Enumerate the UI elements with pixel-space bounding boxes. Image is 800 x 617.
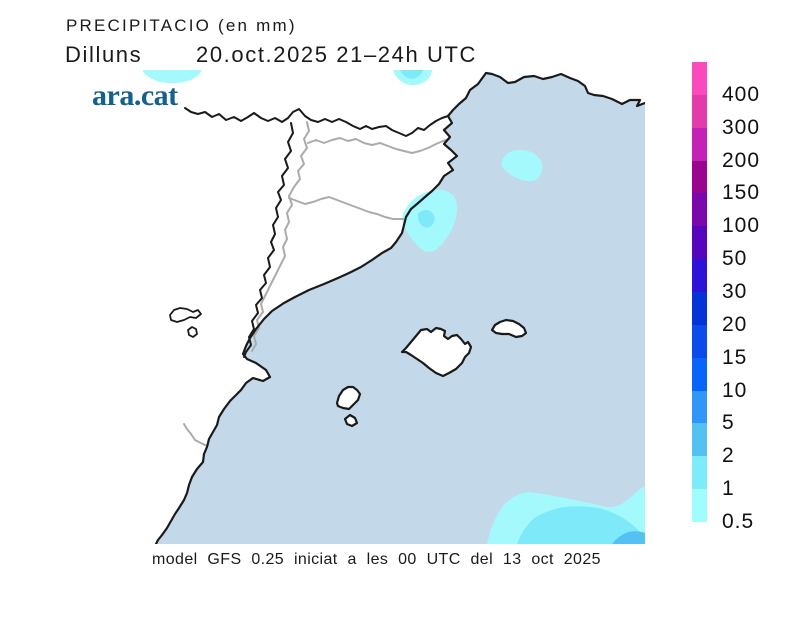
brand-logo: ara.cat	[92, 79, 178, 112]
colorbar-segment	[692, 259, 707, 293]
title-datetime: 20.oct.2025 21–24h UTC	[196, 42, 478, 67]
colorbar-segment	[692, 160, 707, 194]
colorbar-label: 150	[722, 181, 761, 205]
colorbar-segment	[692, 390, 707, 424]
island-mallorca	[400, 326, 473, 378]
colorbar-label: 10	[722, 378, 748, 402]
inland-water-outline-small	[187, 326, 198, 338]
colorbar-label: 100	[722, 214, 761, 238]
country-borders	[184, 107, 449, 358]
colorbar-label: 400	[722, 82, 761, 106]
colorbar-label: 0.5	[722, 510, 755, 533]
precip-patch-top-center-core	[400, 70, 423, 79]
sea-area	[156, 73, 645, 544]
island-menorca	[490, 318, 528, 339]
colorbar-segment	[692, 423, 707, 457]
title-day: Dilluns	[65, 42, 143, 67]
precip-patch-bottom-right-heavy	[612, 531, 645, 544]
colorbar-segment	[692, 357, 707, 391]
colorbar-segment	[692, 489, 707, 523]
precip-patch-coast-core	[417, 210, 435, 228]
precip-patch-bottom-right-mid	[517, 506, 645, 544]
island-eivissa	[335, 385, 362, 411]
colorbar-label: 1	[722, 477, 735, 501]
colorbar-segment	[692, 292, 707, 325]
model-info: model GFS 0.25 iniciat a les 00 UTC del …	[152, 551, 601, 568]
colorbar-segment	[692, 456, 707, 490]
colorbar-segment	[692, 193, 707, 227]
colorbar-label: 20	[722, 312, 748, 336]
colorbar-segment	[692, 324, 707, 358]
colorbar-label: 15	[722, 345, 748, 369]
colorbar-label: 30	[722, 280, 748, 303]
precip-patch-top-left	[143, 70, 202, 84]
islands	[169, 307, 528, 428]
colorbar-label: 50	[722, 247, 748, 271]
colorbar-segment	[692, 62, 707, 95]
colorbar-segment	[692, 226, 707, 260]
precip-patch-sea-ne	[501, 149, 543, 182]
colorbar-label: 5	[722, 411, 735, 435]
colorbar-label: 300	[722, 115, 761, 139]
inland-water-outline	[169, 307, 202, 323]
page-kicker: PRECIPITACIO (en mm)	[66, 16, 297, 35]
colorbar-label: 2	[722, 444, 735, 468]
coastline	[154, 71, 645, 544]
island-formentera	[343, 413, 359, 428]
province-borders	[183, 121, 450, 447]
colorbar-labels: 400 300 200 150 100 50 30 20 15 10 5 2 1 0.5	[722, 0, 792, 617]
colorbar-label: 200	[722, 148, 761, 172]
colorbar-segment	[692, 94, 707, 128]
colorbar	[692, 62, 707, 523]
colorbar-segment	[692, 127, 707, 161]
